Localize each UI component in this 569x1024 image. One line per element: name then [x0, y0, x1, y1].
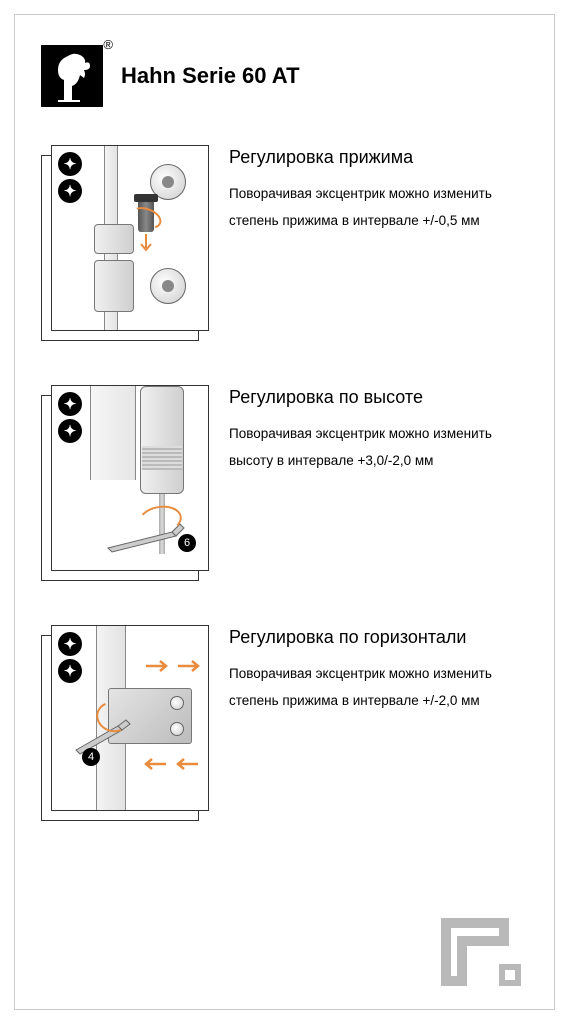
- footer-logo: [440, 917, 524, 987]
- section-height: ✦ ✦ 6: [41, 385, 528, 581]
- header: ® Hahn Serie 60 AT: [41, 45, 528, 107]
- section-horizontal: ✦ ✦ 4: [41, 625, 528, 821]
- direction-icon: ✦: [58, 179, 82, 203]
- section-pressure: ✦ ✦: [41, 145, 528, 341]
- section-body: Поворачивая эксцентрик можно изменить ст…: [229, 660, 528, 714]
- tool-size-badge: 6: [178, 534, 196, 552]
- page-frame: ® Hahn Serie 60 AT ✦ ✦: [14, 14, 555, 1010]
- section-title: Регулировка по высоте: [229, 387, 528, 408]
- tool-size-badge: 4: [82, 748, 100, 766]
- direction-icon: ✦: [58, 659, 82, 683]
- direction-icon: ✦: [58, 392, 82, 416]
- section-body: Поворачивая эксцентрик можно изменить вы…: [229, 420, 528, 474]
- product-title: Hahn Serie 60 AT: [121, 63, 300, 89]
- arrow-icon: [144, 656, 200, 676]
- diagram-horizontal: ✦ ✦ 4: [41, 625, 209, 821]
- section-title: Регулировка прижима: [229, 147, 528, 168]
- registered-mark: ®: [103, 37, 113, 52]
- section-body: Поворачивая эксцентрик можно изменить ст…: [229, 180, 528, 234]
- diagram-pressure: ✦ ✦: [41, 145, 209, 341]
- section-title: Регулировка по горизонтали: [229, 627, 528, 648]
- arrow-icon: [144, 754, 200, 774]
- diagram-height: ✦ ✦ 6: [41, 385, 209, 581]
- direction-icon: ✦: [58, 632, 82, 656]
- direction-icon: ✦: [58, 152, 82, 176]
- brand-logo: ®: [41, 45, 103, 107]
- rooster-icon: [50, 50, 94, 102]
- direction-icon: ✦: [58, 419, 82, 443]
